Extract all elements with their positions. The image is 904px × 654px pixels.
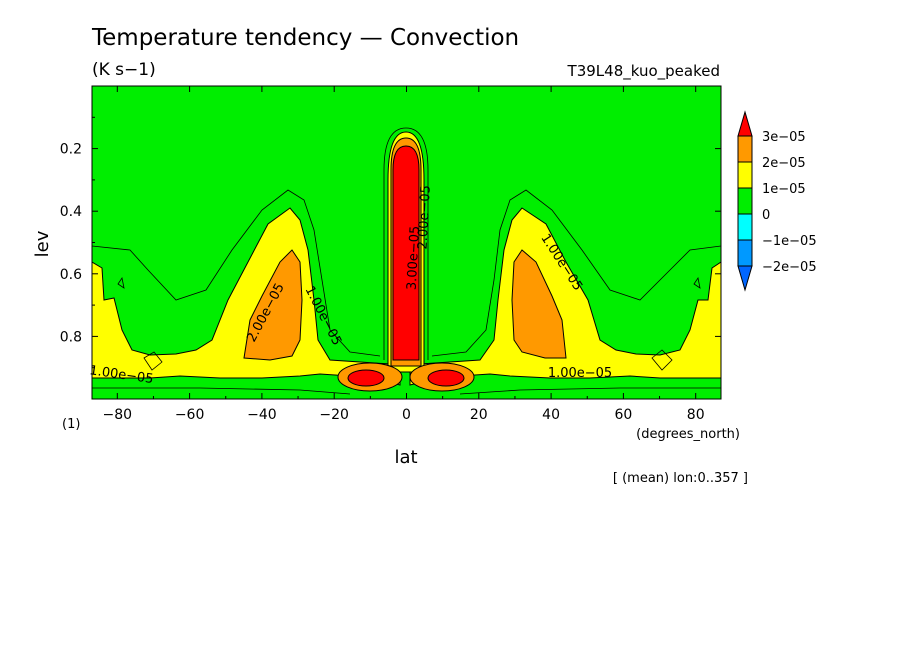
colorbar-segment <box>737 239 753 267</box>
y-tick-label: 0.4 <box>60 204 82 220</box>
field-yellow-lowlevel-right <box>409 207 721 386</box>
x-axis-units: (degrees_north) <box>636 427 740 442</box>
x-tick-label: 60 <box>614 407 632 423</box>
field-low-max-left-red <box>347 369 385 387</box>
colorbar-segment <box>737 135 753 163</box>
field-low-max-right-red <box>427 369 465 387</box>
run-label: T39L48_kuo_peaked <box>567 62 720 81</box>
colorbar-level-label: −2e−05 <box>762 260 817 275</box>
contour-label: 1.00e−05 <box>548 366 612 381</box>
colorbar-level-label: −1e−05 <box>762 234 817 249</box>
colorbar-bottom-triangle <box>737 265 753 292</box>
contour-surface <box>92 387 721 395</box>
y-tick-label: 0.6 <box>60 267 82 283</box>
x-tick-label: 20 <box>470 407 488 423</box>
x-tick-label: −20 <box>319 407 349 423</box>
y-tick-label: 0.8 <box>60 329 82 345</box>
contour-tower-outer <box>383 127 429 360</box>
units-label: (K s−1) <box>92 60 156 80</box>
contour-dot-left <box>117 276 125 289</box>
field-orange-left <box>243 249 303 361</box>
x-tick-label: −60 <box>175 407 205 423</box>
y-axis-units: (1) <box>62 417 80 432</box>
y-axis: 0.2 0.4 0.6 0.8 <box>60 116 721 400</box>
footnote: [ (mean) lon:0..357 ] <box>613 471 748 486</box>
colorbar-top-triangle <box>737 110 753 137</box>
colorbar-level-label: 1e−05 <box>762 182 806 197</box>
x-tick-label: −80 <box>103 407 133 423</box>
contour-label: 2.00e−05 <box>416 185 434 250</box>
field-tower-red <box>392 145 420 361</box>
colorbar-level-label: 3e−05 <box>762 130 806 145</box>
field-orange-right <box>511 249 567 359</box>
colorbar-segment <box>737 161 753 189</box>
x-tick-label: 0 <box>402 407 411 423</box>
x-axis: −80 −60 −40 −20 0 20 40 60 80 <box>103 86 705 423</box>
y-axis-label: lev <box>32 230 53 257</box>
x-tick-label: 40 <box>542 407 560 423</box>
field-yellow-lowlevel <box>92 207 401 386</box>
colorbar-level-label: 2e−05 <box>762 156 806 171</box>
chart-title: Temperature tendency — Convection <box>91 25 519 51</box>
contour-small-left <box>143 351 163 371</box>
contour-outer-right <box>431 189 721 357</box>
contour-label: 3.00e−05 <box>405 225 423 290</box>
contour-dot-right <box>693 276 701 289</box>
x-tick-label: 80 <box>687 407 705 423</box>
y-tick-label: 0.2 <box>60 142 82 158</box>
x-axis-label: lat <box>394 447 417 468</box>
contour-small-right <box>651 349 673 371</box>
x-tick-label: −40 <box>247 407 277 423</box>
colorbar-segment <box>737 187 753 215</box>
contour-outer-left <box>92 189 381 357</box>
colorbar: 3e−05 2e−05 1e−05 0 −1e−05 −2e−05 <box>737 110 817 292</box>
plot-area <box>91 85 722 400</box>
colorbar-segment <box>737 213 753 241</box>
colorbar-level-label: 0 <box>762 208 770 223</box>
